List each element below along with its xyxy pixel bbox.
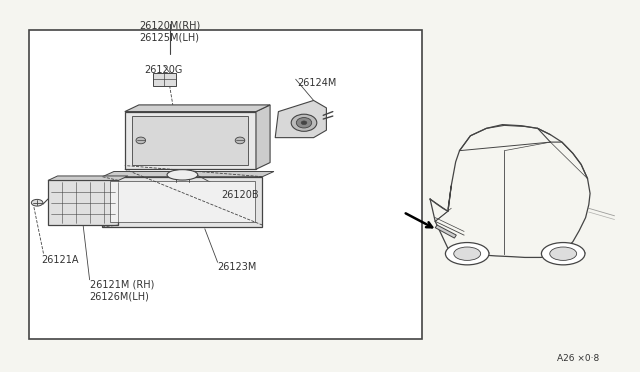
Text: 26120G: 26120G	[144, 65, 182, 75]
Polygon shape	[435, 225, 456, 238]
Text: 26120M(RH)
26125M(LH): 26120M(RH) 26125M(LH)	[139, 20, 200, 42]
Text: 26121M (RH)
26126M(LH): 26121M (RH) 26126M(LH)	[90, 280, 154, 301]
Polygon shape	[256, 105, 270, 169]
Polygon shape	[110, 181, 255, 222]
Ellipse shape	[296, 118, 312, 128]
Polygon shape	[102, 171, 274, 177]
Polygon shape	[125, 112, 256, 169]
Ellipse shape	[236, 137, 245, 144]
Ellipse shape	[454, 247, 481, 260]
Ellipse shape	[541, 243, 585, 265]
Text: 26120B: 26120B	[221, 190, 259, 200]
Ellipse shape	[167, 170, 198, 180]
Bar	[102, 177, 262, 227]
Polygon shape	[48, 180, 118, 225]
Text: A26 ×0·8: A26 ×0·8	[557, 354, 599, 363]
Ellipse shape	[301, 121, 307, 125]
Ellipse shape	[136, 137, 146, 144]
Ellipse shape	[445, 243, 489, 265]
Bar	[29, 30, 422, 339]
Polygon shape	[153, 73, 176, 86]
Ellipse shape	[550, 247, 577, 260]
Polygon shape	[275, 100, 326, 138]
Polygon shape	[125, 105, 270, 112]
Polygon shape	[132, 116, 248, 165]
Ellipse shape	[291, 114, 317, 131]
Text: 26123M: 26123M	[218, 262, 257, 272]
Polygon shape	[48, 176, 128, 180]
Ellipse shape	[31, 199, 43, 206]
Text: 26121A: 26121A	[42, 255, 79, 265]
Text: 26124M: 26124M	[298, 78, 337, 88]
